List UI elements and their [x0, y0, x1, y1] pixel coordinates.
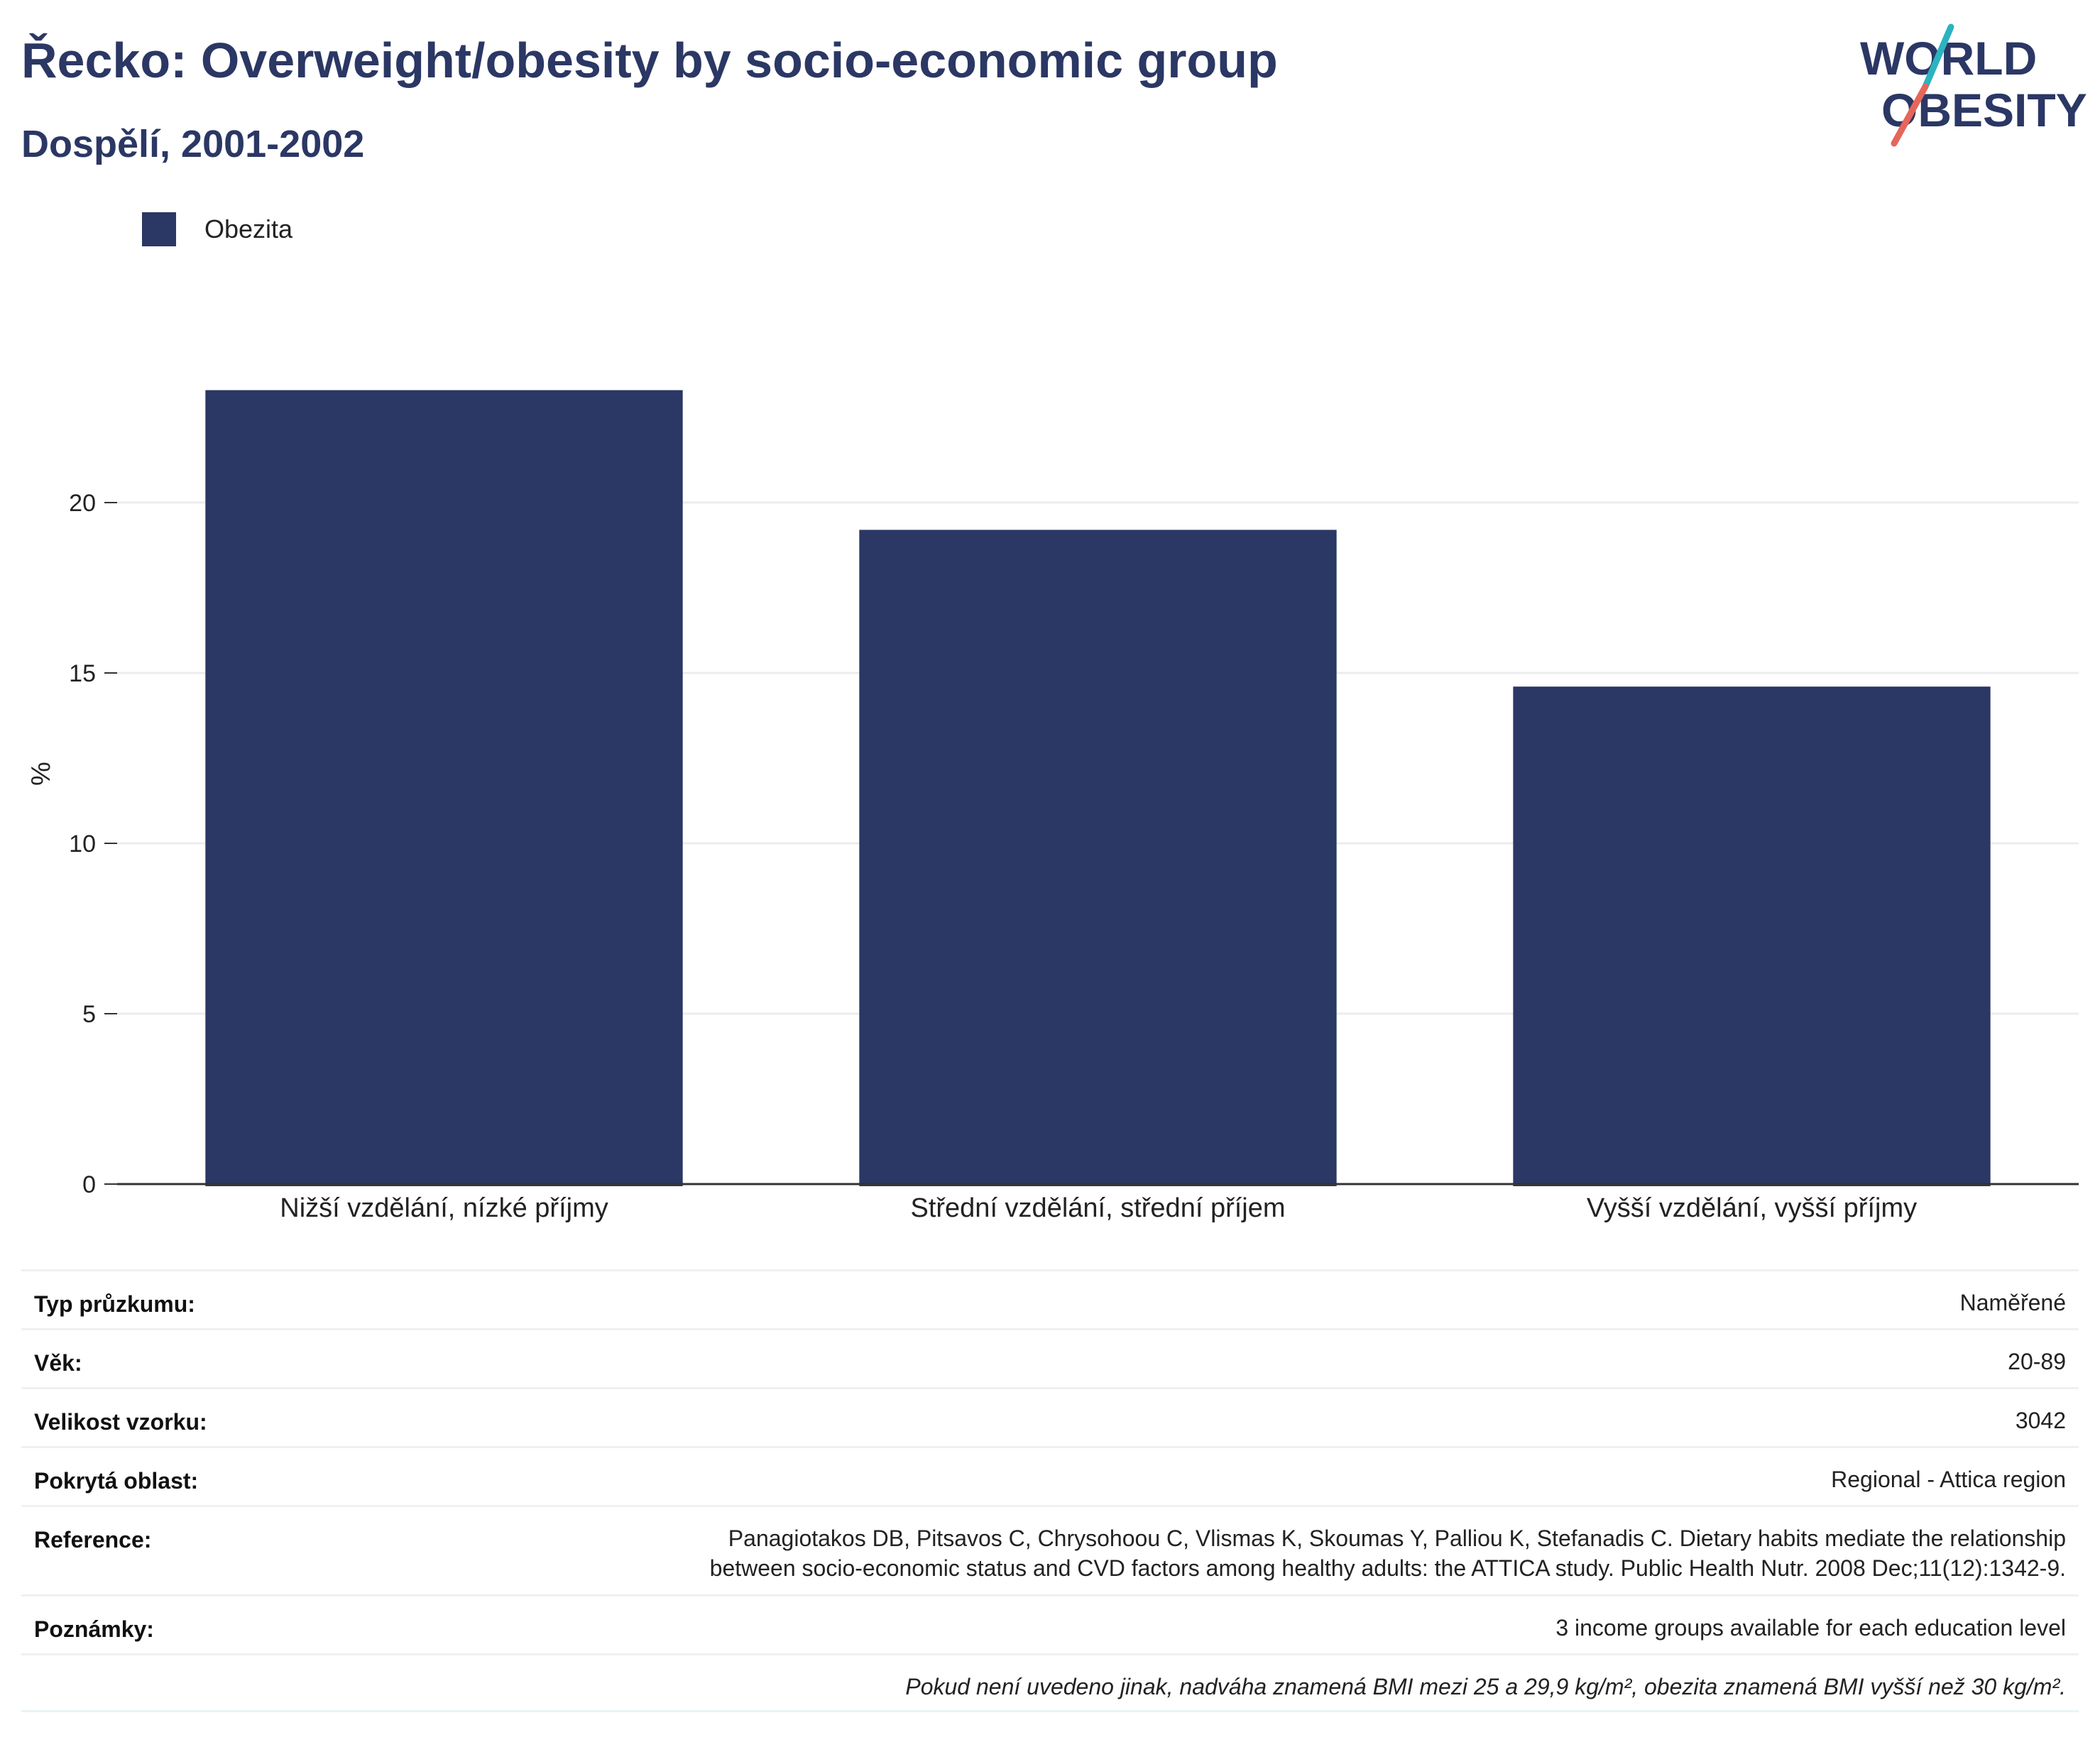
legend-swatch — [142, 212, 176, 246]
y-tick-label: 0 — [82, 1171, 96, 1198]
survey-info-table: Typ průzkumu: Naměřené Věk: 20-89 Veliko… — [21, 1269, 2079, 1712]
bars — [205, 390, 1991, 1186]
bar — [859, 530, 1337, 1186]
legend-label: Obezita — [204, 214, 293, 243]
chart-title: Řecko: Overweight/obesity by socio-econo… — [21, 33, 1278, 88]
bar — [205, 390, 683, 1186]
logo-slash-coral — [1891, 83, 1929, 147]
info-row-notes: Poznámky: 3 income groups available for … — [21, 1594, 2079, 1653]
y-tick-label: 15 — [69, 660, 96, 687]
info-row-footnote: Pokud není uvedeno jinak, nadváha znamen… — [21, 1653, 2079, 1712]
info-row-reference: Reference: Panagiotakos DB, Pitsavos C, … — [21, 1505, 2079, 1594]
info-value: Regional - Attica region — [1831, 1467, 2066, 1492]
info-label: Poznámky: — [34, 1616, 154, 1642]
info-value-reference: Panagiotakos DB, Pitsavos C, Chrysohoou … — [710, 1523, 2066, 1583]
x-tick-label: Střední vzdělání, střední příjem — [910, 1193, 1285, 1223]
axes: 0 5 10 15 20% Nižší vzdělání, nízké příjmy Stř… — [26, 490, 2079, 1223]
info-label: Pokrytá oblast: — [34, 1468, 199, 1494]
footnote: Pokud není uvedeno jinak, nadváha znamen… — [905, 1674, 2066, 1699]
info-label: Reference: — [34, 1527, 152, 1552]
info-value: 20-89 — [2008, 1349, 2066, 1374]
info-label: Typ průzkumu: — [34, 1291, 195, 1317]
y-tick-label: 5 — [82, 1001, 96, 1028]
reference-line-2: between socio-economic status and CVD fa… — [709, 1555, 2066, 1581]
y-axis-label: % — [26, 762, 56, 786]
x-tick-label: Vyšší vzdělání, vyšší příjmy — [1587, 1193, 1917, 1223]
info-label: Velikost vzorku: — [34, 1409, 207, 1435]
reference-line-1: Panagiotakos DB, Pitsavos C, Chrysohoou … — [728, 1526, 2066, 1551]
chart-subtitle: Dospělí, 2001-2002 — [21, 123, 365, 165]
info-row-coverage: Pokrytá oblast: Regional - Attica region — [21, 1446, 2079, 1505]
info-label: Věk: — [34, 1350, 82, 1376]
logo-word-world: WORLD — [1860, 32, 2037, 84]
bar — [1513, 686, 1991, 1186]
info-value: Naměřené — [1959, 1290, 2066, 1315]
info-value: 3042 — [2015, 1408, 2066, 1433]
legend[interactable]: Obezita — [142, 212, 292, 247]
x-tick-label: Nižší vzdělání, nízké příjmy — [280, 1193, 608, 1223]
info-value: 3 income groups available for each educa… — [1555, 1615, 2066, 1641]
y-tick-label: 10 — [69, 831, 96, 858]
info-row-survey-type: Typ průzkumu: Naměřené — [21, 1269, 2079, 1328]
logo-slash-teal — [1922, 23, 1954, 90]
bar-chart: 0 5 10 15 20% Nižší vzdělání, nízké příjmy Stř… — [26, 390, 2079, 1223]
world-obesity-logo: WORLD OBESITY — [1860, 23, 2087, 147]
info-row-sample-size: Velikost vzorku: 3042 — [21, 1387, 2079, 1446]
info-row-age: Věk: 20-89 — [21, 1328, 2079, 1387]
y-tick-label: 20 — [69, 490, 96, 517]
